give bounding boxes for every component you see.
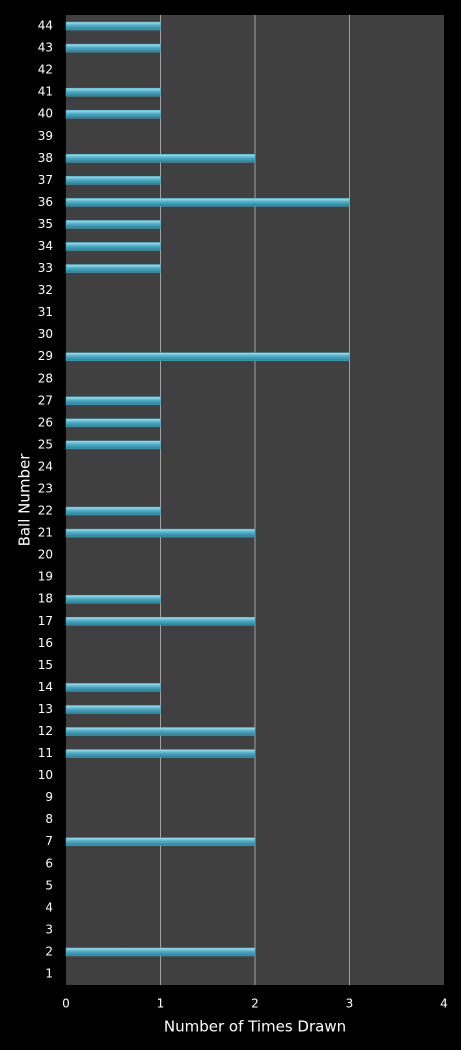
y-tick-label: 12 (38, 724, 53, 738)
y-tick-label: 40 (38, 107, 53, 121)
bar (65, 264, 161, 273)
y-tick-label: 26 (38, 415, 53, 429)
bar (65, 242, 161, 251)
y-tick-label: 7 (45, 834, 53, 848)
bar (65, 683, 161, 692)
y-tick-label: 8 (45, 812, 53, 826)
x-tick-label: 1 (157, 997, 165, 1011)
bar (65, 418, 161, 428)
bar (65, 705, 161, 714)
y-tick-label: 41 (38, 85, 53, 99)
y-axis-label: Ball Number (16, 453, 34, 547)
y-tick-label: 33 (38, 261, 53, 275)
bar (65, 947, 256, 957)
y-tick-label: 14 (38, 680, 53, 694)
y-tick-label: 37 (38, 173, 53, 187)
y-tick-label: 44 (38, 19, 53, 33)
y-tick-label: 43 (38, 41, 53, 55)
y-tick-label: 38 (38, 151, 53, 165)
y-tick-label: 36 (38, 195, 53, 209)
y-tick-label: 24 (38, 459, 53, 473)
y-tick-label: 17 (38, 614, 53, 628)
bar (65, 396, 161, 406)
bar (65, 220, 161, 229)
y-tick-label: 4 (45, 900, 53, 914)
y-tick-label: 31 (38, 305, 53, 319)
bar (65, 594, 161, 604)
y-tick-label: 18 (38, 592, 53, 606)
y-tick-label: 22 (38, 504, 53, 518)
bar (65, 506, 161, 516)
y-tick-label: 2 (45, 944, 53, 958)
y-tick-label: 32 (38, 283, 53, 297)
y-tick-label: 6 (45, 856, 53, 870)
y-tick-label: 42 (38, 63, 53, 77)
x-tick-label: 3 (346, 997, 354, 1011)
bar (65, 109, 161, 119)
bar (65, 154, 256, 163)
bar (65, 43, 161, 53)
y-tick-label: 34 (38, 239, 53, 253)
y-tick-label: 16 (38, 636, 53, 650)
bar (65, 176, 161, 185)
y-tick-label: 9 (45, 790, 53, 804)
y-tick-label: 15 (38, 658, 53, 672)
bar (65, 727, 256, 736)
y-tick-label: 25 (38, 437, 53, 451)
y-tick-label: 29 (38, 349, 53, 363)
y-tick-label: 1 (45, 966, 53, 980)
x-tick-label: 2 (251, 997, 259, 1011)
y-tick-label: 11 (38, 746, 53, 760)
bar (65, 87, 161, 97)
bar (65, 21, 161, 31)
y-tick-label: 35 (38, 217, 53, 231)
y-tick-label: 39 (38, 129, 53, 143)
y-tick-label: 21 (38, 526, 53, 540)
bar (65, 617, 256, 626)
y-tick-label: 30 (38, 327, 53, 341)
y-tick-label: 23 (38, 481, 53, 495)
bar (65, 528, 256, 538)
x-tick-label: 4 (440, 997, 448, 1011)
y-tick-label: 5 (45, 878, 53, 892)
y-tick-label: 27 (38, 393, 53, 407)
bar (65, 837, 256, 846)
bar (65, 198, 350, 207)
bar (65, 749, 256, 758)
y-tick-label: 20 (38, 548, 53, 562)
bar (65, 352, 350, 361)
y-tick-label: 28 (38, 371, 53, 385)
x-axis-label: Number of Times Drawn (164, 1018, 346, 1036)
y-tick-label: 19 (38, 570, 53, 584)
y-tick-label: 10 (38, 768, 53, 782)
x-tick-label: 0 (62, 997, 70, 1011)
y-tick-label: 3 (45, 922, 53, 936)
y-tick-label: 13 (38, 702, 53, 716)
bar (65, 440, 161, 450)
